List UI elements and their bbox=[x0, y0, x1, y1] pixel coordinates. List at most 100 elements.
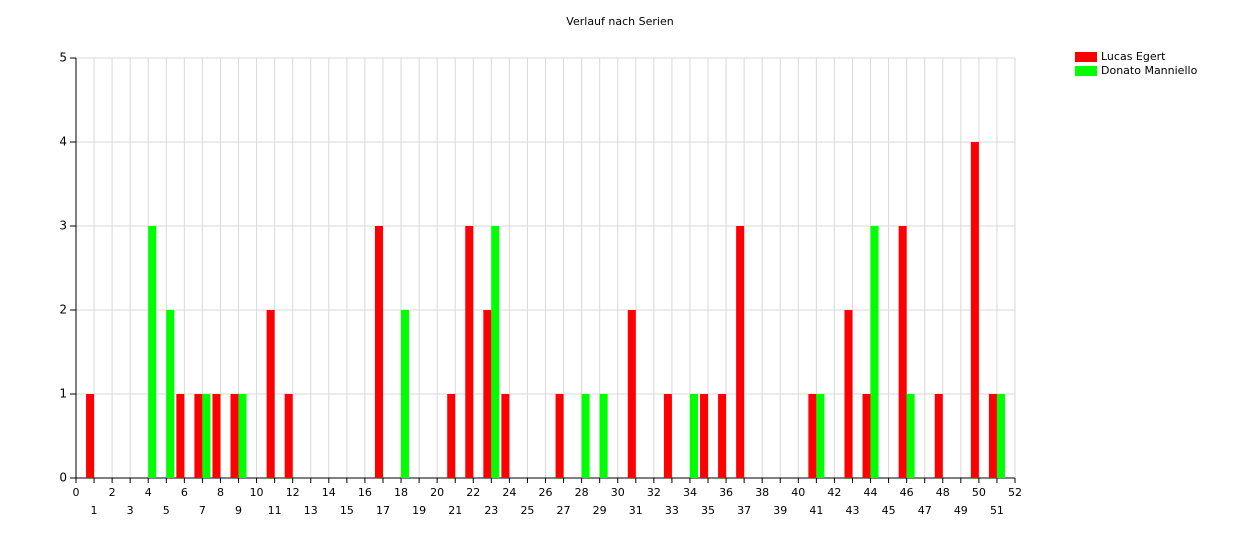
bar bbox=[202, 394, 211, 478]
bar bbox=[844, 310, 853, 478]
x-tick-label: 2 bbox=[109, 486, 116, 499]
x-tick-label: 49 bbox=[954, 504, 968, 517]
x-tick-label: 40 bbox=[791, 486, 805, 499]
x-tick-label: 7 bbox=[199, 504, 206, 517]
bar bbox=[700, 394, 709, 478]
y-tick-label: 1 bbox=[59, 387, 67, 401]
x-tick-label: 25 bbox=[520, 504, 534, 517]
bar bbox=[862, 394, 871, 478]
x-tick-label: 16 bbox=[358, 486, 372, 499]
legend-swatch bbox=[1075, 52, 1097, 62]
x-tick-label: 48 bbox=[936, 486, 950, 499]
x-tick-label: 37 bbox=[737, 504, 751, 517]
bar bbox=[599, 394, 608, 478]
x-tick-label: 39 bbox=[773, 504, 787, 517]
x-tick-label: 31 bbox=[629, 504, 643, 517]
x-tick-label: 30 bbox=[611, 486, 625, 499]
x-tick-label: 21 bbox=[448, 504, 462, 517]
legend-label: Lucas Egert bbox=[1101, 50, 1166, 63]
bar bbox=[176, 394, 185, 478]
bar bbox=[934, 394, 943, 478]
bar bbox=[816, 394, 825, 478]
x-tick-label: 36 bbox=[719, 486, 733, 499]
bar bbox=[627, 310, 636, 478]
x-tick-label: 14 bbox=[322, 486, 336, 499]
x-tick-label: 42 bbox=[827, 486, 841, 499]
bar bbox=[906, 394, 915, 478]
x-tick-label: 29 bbox=[593, 504, 607, 517]
y-tick-label: 0 bbox=[59, 471, 67, 485]
bar bbox=[491, 226, 500, 478]
bar bbox=[718, 394, 727, 478]
bar bbox=[401, 310, 410, 478]
x-tick-label: 9 bbox=[235, 504, 242, 517]
bar bbox=[808, 394, 817, 478]
bar bbox=[483, 310, 492, 478]
bar bbox=[689, 394, 698, 478]
x-tick-label: 26 bbox=[539, 486, 553, 499]
x-tick-label: 17 bbox=[376, 504, 390, 517]
bar bbox=[970, 142, 979, 478]
x-tick-label: 47 bbox=[918, 504, 932, 517]
x-tick-label: 18 bbox=[394, 486, 408, 499]
y-tick-label: 5 bbox=[59, 51, 67, 65]
bar bbox=[194, 394, 203, 478]
bar bbox=[501, 394, 510, 478]
x-tick-label: 20 bbox=[430, 486, 444, 499]
x-tick-label: 33 bbox=[665, 504, 679, 517]
bar bbox=[166, 310, 175, 478]
chart-title: Verlauf nach Serien bbox=[566, 15, 673, 28]
y-tick-label: 4 bbox=[59, 135, 67, 149]
x-tick-label: 11 bbox=[268, 504, 282, 517]
x-tick-label: 10 bbox=[250, 486, 264, 499]
legend-label: Donato Manniello bbox=[1101, 64, 1198, 77]
bar bbox=[736, 226, 745, 478]
bar bbox=[555, 394, 564, 478]
x-tick-label: 38 bbox=[755, 486, 769, 499]
x-tick-label: 3 bbox=[127, 504, 134, 517]
bar bbox=[447, 394, 456, 478]
bar bbox=[663, 394, 672, 478]
bar bbox=[212, 394, 221, 478]
bar bbox=[465, 226, 474, 478]
x-tick-label: 12 bbox=[286, 486, 300, 499]
bar bbox=[898, 226, 907, 478]
x-tick-label: 44 bbox=[864, 486, 878, 499]
x-tick-label: 15 bbox=[340, 504, 354, 517]
bar bbox=[266, 310, 275, 478]
bar bbox=[230, 394, 239, 478]
bar bbox=[148, 226, 157, 478]
x-tick-label: 27 bbox=[557, 504, 571, 517]
bar bbox=[374, 226, 383, 478]
x-tick-label: 22 bbox=[466, 486, 480, 499]
x-tick-label: 4 bbox=[145, 486, 152, 499]
x-tick-label: 35 bbox=[701, 504, 715, 517]
x-tick-label: 32 bbox=[647, 486, 661, 499]
x-tick-label: 23 bbox=[484, 504, 498, 517]
bar bbox=[996, 394, 1005, 478]
x-tick-label: 6 bbox=[181, 486, 188, 499]
x-tick-label: 50 bbox=[972, 486, 986, 499]
x-tick-label: 28 bbox=[575, 486, 589, 499]
x-tick-label: 0 bbox=[73, 486, 80, 499]
x-tick-label: 24 bbox=[502, 486, 516, 499]
x-tick-label: 51 bbox=[990, 504, 1004, 517]
bar bbox=[238, 394, 247, 478]
x-tick-label: 46 bbox=[900, 486, 914, 499]
x-tick-label: 19 bbox=[412, 504, 426, 517]
x-tick-label: 1 bbox=[91, 504, 98, 517]
x-tick-label: 41 bbox=[809, 504, 823, 517]
x-tick-label: 5 bbox=[163, 504, 170, 517]
bar bbox=[870, 226, 879, 478]
x-tick-label: 8 bbox=[217, 486, 224, 499]
x-tick-label: 45 bbox=[882, 504, 896, 517]
x-tick-label: 52 bbox=[1008, 486, 1022, 499]
bar bbox=[86, 394, 95, 478]
bar bbox=[988, 394, 997, 478]
x-tick-label: 43 bbox=[845, 504, 859, 517]
bar bbox=[284, 394, 293, 478]
y-tick-label: 3 bbox=[59, 219, 67, 233]
bar bbox=[581, 394, 590, 478]
legend-swatch bbox=[1075, 66, 1097, 76]
